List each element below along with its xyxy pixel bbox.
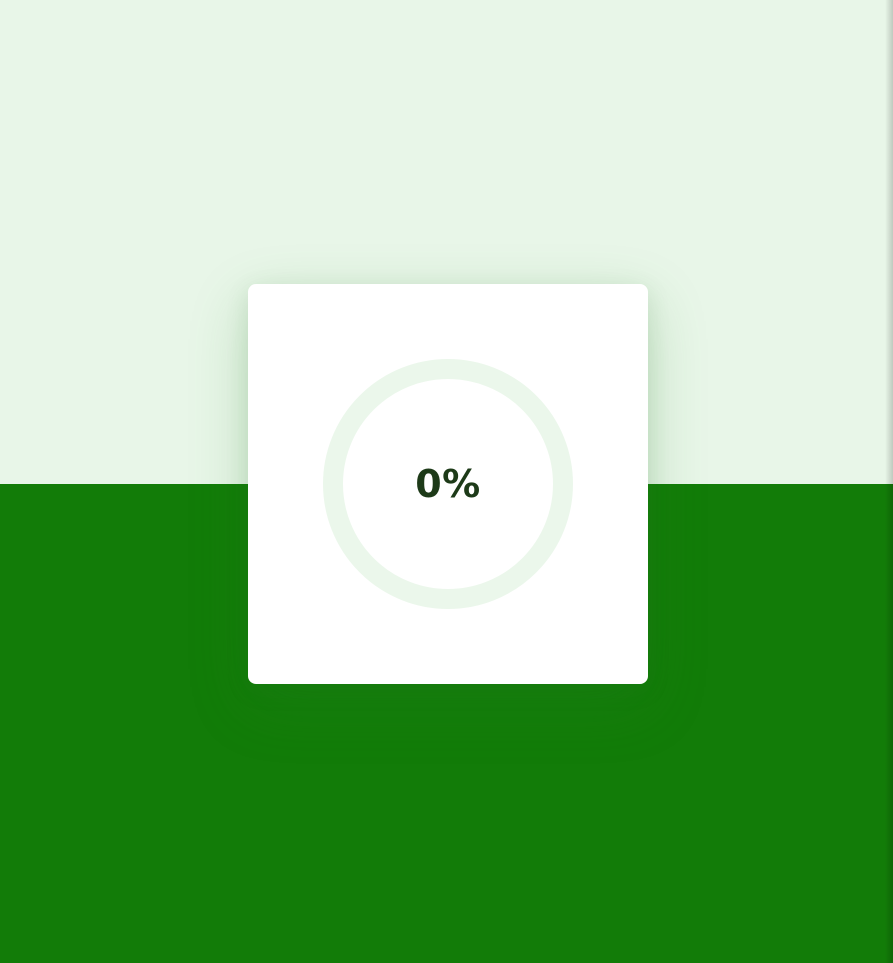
progress-ring-graphic: [323, 359, 573, 609]
progress-percent-label: 0%: [415, 462, 481, 506]
progress-ring-track: [323, 359, 573, 609]
progress-ring: 0%: [323, 359, 573, 609]
loader-card: 0%: [248, 284, 648, 684]
